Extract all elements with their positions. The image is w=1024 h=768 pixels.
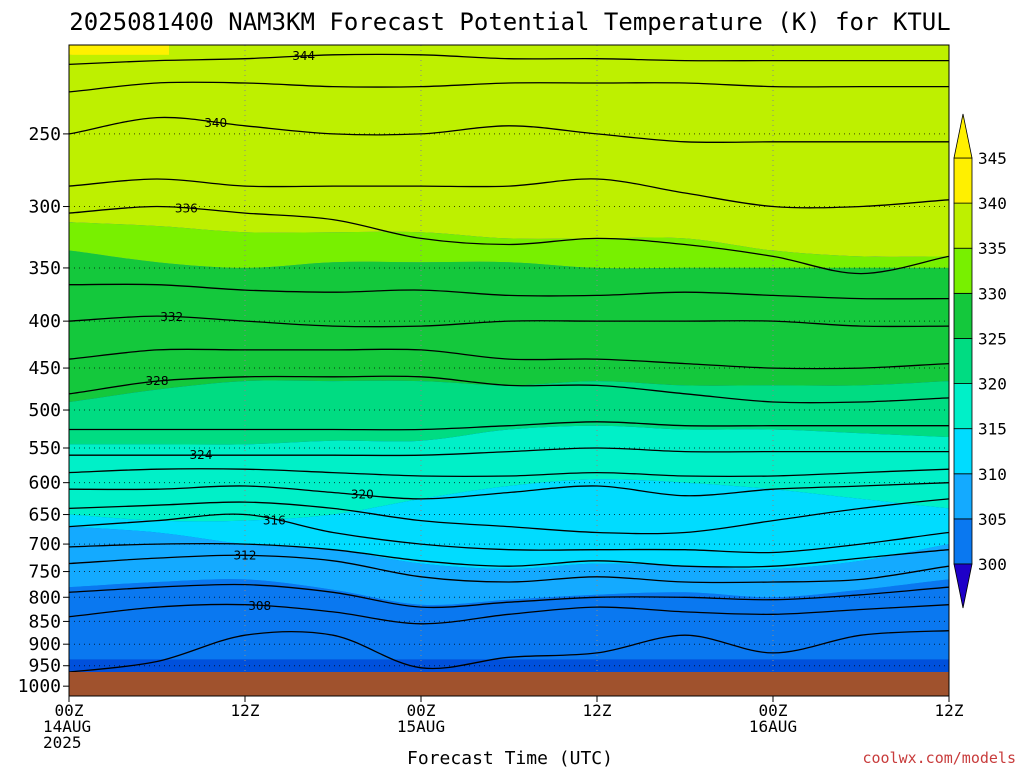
contour-316 bbox=[69, 513, 949, 554]
contour-332 bbox=[69, 315, 949, 328]
colorbar-label-330: 330 bbox=[978, 284, 1007, 303]
x-tick-label-48-0: 00Z bbox=[759, 701, 788, 720]
contour-310 bbox=[69, 583, 949, 609]
contour-324 bbox=[69, 447, 949, 457]
y-tick-label-550: 550 bbox=[28, 438, 61, 459]
colorbar-label-345: 345 bbox=[978, 149, 1007, 168]
colorbar-box-300 bbox=[953, 518, 973, 565]
contour-306 bbox=[69, 630, 949, 673]
contour-314 bbox=[69, 542, 949, 568]
colorbar-label-325: 325 bbox=[978, 329, 1007, 348]
contour-340 bbox=[69, 116, 949, 144]
colorbar-label-305: 305 bbox=[978, 510, 1007, 529]
x-tick-label-36-0: 12Z bbox=[583, 701, 612, 720]
x-tick-label-12-0: 12Z bbox=[231, 701, 260, 720]
contour-336 bbox=[69, 205, 949, 275]
contour-label-316: 316 bbox=[263, 514, 286, 528]
contour-label-336: 336 bbox=[175, 202, 198, 216]
band-320 bbox=[69, 425, 949, 522]
contour-330 bbox=[69, 348, 949, 370]
y-tick-label-1000: 1000 bbox=[18, 676, 61, 697]
chart-title: 2025081400 NAM3KM Forecast Potential Tem… bbox=[69, 8, 950, 36]
colorbar-box-325 bbox=[953, 292, 973, 339]
band-330 bbox=[69, 250, 949, 402]
contour-lines: 304308312316320324328332336340344 bbox=[69, 49, 949, 695]
colorbar-over-triangle bbox=[953, 113, 973, 159]
y-tick-label-950: 950 bbox=[28, 656, 61, 677]
y-tick-label-750: 750 bbox=[28, 562, 61, 583]
x-tick-label-0-1: 14AUG bbox=[43, 717, 91, 736]
plot-frame bbox=[68, 44, 950, 697]
colorbar-label-335: 335 bbox=[978, 239, 1007, 258]
y-tick-label-850: 850 bbox=[28, 611, 61, 632]
contour-label-312: 312 bbox=[234, 548, 257, 562]
y-tick-label-400: 400 bbox=[28, 311, 61, 332]
colorbar-label-300: 300 bbox=[978, 555, 1007, 574]
colorbar-box-320 bbox=[953, 338, 973, 384]
y-tick-label-600: 600 bbox=[28, 473, 61, 494]
y-tick-label-250: 250 bbox=[28, 124, 61, 145]
y-tick-label-450: 450 bbox=[28, 358, 61, 379]
colorbar-box-330 bbox=[953, 247, 973, 294]
colorbar-box-305 bbox=[953, 473, 973, 520]
contour-label-332: 332 bbox=[160, 310, 183, 324]
y-tick-label-500: 500 bbox=[28, 400, 61, 421]
x-axis-label: Forecast Time (UTC) bbox=[407, 748, 613, 768]
band-340 bbox=[69, 45, 949, 257]
contour-318 bbox=[69, 498, 949, 535]
band-310 bbox=[69, 526, 949, 605]
credit-text: coolwx.com/models bbox=[862, 749, 1016, 767]
ground-area bbox=[69, 672, 949, 696]
colorbar: 300 305 310 315 320 325 330 335 340 345 bbox=[953, 113, 1007, 609]
y-tick-label-350: 350 bbox=[28, 258, 61, 279]
contour-312 bbox=[69, 554, 949, 584]
x-tick-label-24-1: 15AUG bbox=[397, 717, 445, 736]
colorbar-box-335 bbox=[953, 202, 973, 249]
contour-338 bbox=[69, 178, 949, 209]
contour-342 bbox=[69, 81, 949, 93]
y-axis: 2503003504004505005506006507007508008509… bbox=[18, 124, 69, 697]
band-325 bbox=[69, 380, 949, 445]
contour-326 bbox=[69, 421, 949, 431]
x-tick-label-0-2: 2025 bbox=[43, 733, 82, 752]
band-335 bbox=[69, 222, 949, 269]
colorbar-box-340 bbox=[953, 157, 973, 204]
contour-320 bbox=[69, 482, 949, 500]
contour-322 bbox=[69, 468, 949, 478]
contour-label-340: 340 bbox=[204, 116, 227, 130]
colorbar-box-315 bbox=[953, 383, 973, 430]
x-tick-label-24-0: 00Z bbox=[407, 701, 436, 720]
contour-label-320: 320 bbox=[351, 488, 374, 502]
colorbar-label-315: 315 bbox=[978, 420, 1007, 439]
colorbar-label-340: 340 bbox=[978, 194, 1007, 213]
contour-344 bbox=[69, 53, 949, 66]
contour-328 bbox=[69, 375, 949, 404]
plot-area: 304308312316320324328332336340344 bbox=[69, 45, 949, 696]
colorbar-label-320: 320 bbox=[978, 375, 1007, 394]
contour-label-344: 344 bbox=[292, 49, 315, 63]
y-tick-label-900: 900 bbox=[28, 634, 61, 655]
contour-334 bbox=[69, 283, 949, 300]
x-tick-label-48-1: 16AUG bbox=[749, 717, 797, 736]
filled-bands bbox=[69, 45, 949, 696]
contour-label-328: 328 bbox=[146, 374, 169, 388]
y-tick-label-300: 300 bbox=[28, 197, 61, 218]
contour-label-324: 324 bbox=[190, 448, 213, 462]
contour-308 bbox=[69, 603, 949, 625]
contour-label-308: 308 bbox=[248, 599, 271, 613]
colorbar-label-310: 310 bbox=[978, 465, 1007, 484]
x-tick-label-60-0: 12Z bbox=[935, 701, 964, 720]
x-tick-label-0-0: 00Z bbox=[55, 701, 84, 720]
y-tick-label-700: 700 bbox=[28, 534, 61, 555]
y-tick-label-800: 800 bbox=[28, 587, 61, 608]
colorbar-under-triangle bbox=[953, 563, 973, 609]
y-tick-label-650: 650 bbox=[28, 505, 61, 526]
colorbar-box-310 bbox=[953, 428, 973, 475]
band-345 bbox=[69, 45, 169, 55]
